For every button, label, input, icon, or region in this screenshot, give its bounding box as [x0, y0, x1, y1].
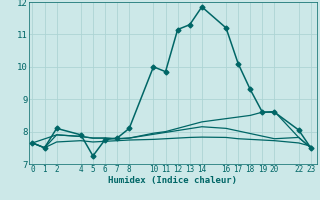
- X-axis label: Humidex (Indice chaleur): Humidex (Indice chaleur): [108, 176, 237, 185]
